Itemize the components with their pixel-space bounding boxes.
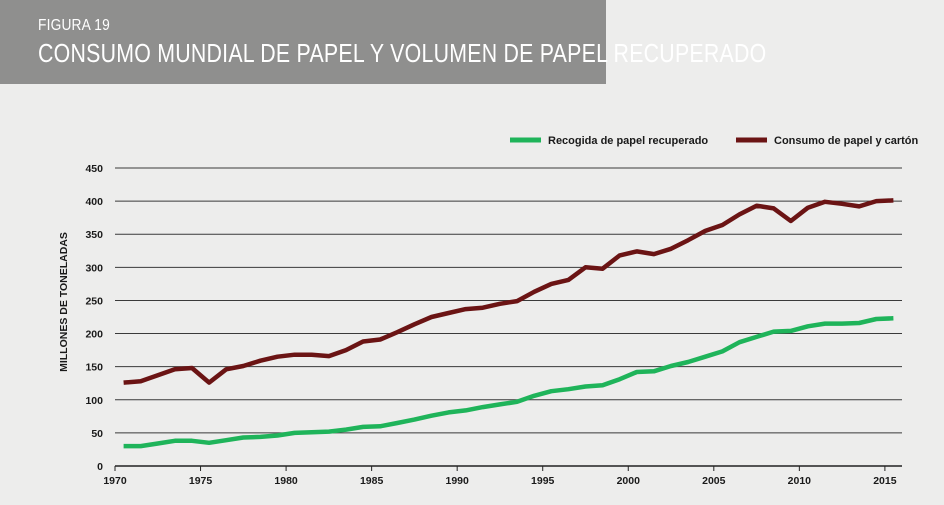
x-tick-label: 1980 (274, 475, 298, 487)
paper-consumption-line (123, 198, 894, 385)
x-tick-label: 2000 (617, 475, 641, 487)
y-tick-label: 450 (85, 163, 103, 175)
legend-label: Recogida de papel recuperado (548, 135, 708, 147)
x-tick-label: 1990 (445, 475, 469, 487)
x-tick-label: 1975 (189, 475, 213, 487)
y-tick-label: 350 (85, 229, 103, 241)
figure-header: FIGURA 19 CONSUMO MUNDIAL DE PAPEL Y VOL… (0, 0, 766, 84)
x-tick-label: 1970 (103, 475, 127, 487)
y-axis-ticks: 0 50 100 150 200 250 300 350 400 450 (85, 163, 103, 473)
data-series (123, 198, 894, 449)
gridlines (115, 167, 902, 467)
y-tick-label: 300 (85, 262, 103, 274)
legend-label: Consumo de papel y cartón (774, 135, 919, 147)
y-tick-label: 100 (85, 395, 103, 407)
recovered-paper-line (123, 316, 894, 449)
y-axis-label: MILLONES DE TONELADAS (58, 232, 70, 372)
x-tick-label: 1985 (360, 475, 384, 487)
x-tick-label: 2015 (873, 475, 897, 487)
y-tick-label: 150 (85, 362, 103, 374)
x-tick-label: 1995 (531, 475, 555, 487)
x-axis-ticks: 1970 1975 1980 1985 1990 1995 2000 2005 2010 2015 (103, 466, 897, 487)
y-tick-label: 200 (85, 329, 103, 341)
y-tick-label: 250 (85, 295, 103, 307)
figure-number: FIGURA 19 (38, 17, 110, 34)
y-tick-label: 50 (91, 428, 103, 440)
legend: Recogida de papel recuperado Consumo de p… (510, 135, 919, 147)
figure-title: CONSUMO MUNDIAL DE PAPEL Y VOLUMEN DE PA… (38, 38, 767, 68)
y-tick-label: 400 (85, 196, 103, 208)
y-tick-label: 0 (97, 461, 103, 473)
x-tick-label: 2010 (788, 475, 812, 487)
x-tick-label: 2005 (702, 475, 726, 487)
